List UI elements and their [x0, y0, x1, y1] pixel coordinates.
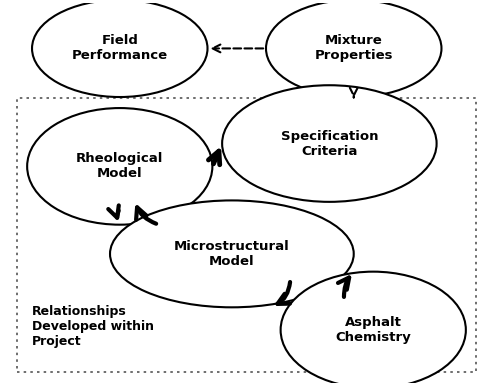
Text: Microstructural
Model: Microstructural Model — [174, 240, 290, 268]
Ellipse shape — [32, 0, 208, 97]
Text: Rheological
Model: Rheological Model — [76, 152, 164, 180]
Text: Mixture
Properties: Mixture Properties — [315, 34, 393, 63]
Ellipse shape — [27, 108, 212, 225]
Text: Asphalt
Chemistry: Asphalt Chemistry — [335, 316, 411, 344]
Ellipse shape — [266, 0, 441, 97]
Ellipse shape — [110, 200, 354, 307]
Ellipse shape — [222, 85, 437, 202]
Ellipse shape — [281, 272, 466, 386]
Text: Specification
Criteria: Specification Criteria — [281, 130, 378, 157]
Text: Field
Performance: Field Performance — [71, 34, 168, 63]
Text: Relationships
Developed within
Project: Relationships Developed within Project — [32, 305, 154, 348]
